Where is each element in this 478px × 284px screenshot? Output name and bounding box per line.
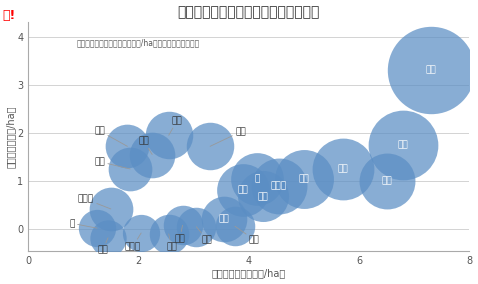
Text: 千代田: 千代田 xyxy=(125,233,141,251)
Text: 世田谷: 世田谷 xyxy=(78,195,111,209)
Point xyxy=(239,187,247,192)
X-axis label: 建物倒壊危険度（棟/ha）: 建物倒壊危険度（棟/ha） xyxy=(212,268,286,278)
Point xyxy=(259,194,266,199)
Point xyxy=(300,176,308,181)
Text: 中野: 中野 xyxy=(169,116,183,135)
Y-axis label: 火災危険度（棟/ha）: 火災危険度（棟/ha） xyxy=(6,105,16,168)
Point xyxy=(104,235,112,240)
Text: 渋谷: 渋谷 xyxy=(97,238,108,255)
Point xyxy=(275,183,283,188)
Text: 杉並: 杉並 xyxy=(139,137,152,154)
Text: 江東: 江東 xyxy=(257,192,268,201)
Text: 板橋: 板橋 xyxy=(196,227,213,245)
Point xyxy=(148,152,156,157)
Point xyxy=(399,143,407,147)
Point xyxy=(123,144,131,149)
Point xyxy=(179,223,186,227)
Point xyxy=(253,176,261,181)
Text: 港: 港 xyxy=(69,219,97,228)
Point xyxy=(93,226,101,230)
Text: 目黒: 目黒 xyxy=(94,126,127,146)
Point xyxy=(427,68,435,72)
Text: 葛飾: 葛飾 xyxy=(337,164,348,174)
Point xyxy=(193,224,200,229)
Text: 荒川: 荒川 xyxy=(425,66,436,75)
Point xyxy=(126,167,134,171)
Text: マ!: マ! xyxy=(2,9,16,22)
Text: 練馬: 練馬 xyxy=(94,157,130,169)
Text: 足立: 足立 xyxy=(298,174,309,183)
Point xyxy=(231,224,239,229)
Text: 新宿: 新宿 xyxy=(166,234,177,251)
Point xyxy=(339,167,347,171)
Point xyxy=(383,179,391,183)
Text: 北: 北 xyxy=(254,174,260,183)
Text: 中央: 中央 xyxy=(235,226,260,244)
Text: 台東: 台東 xyxy=(381,176,392,185)
Text: 江戸川: 江戸川 xyxy=(271,181,287,190)
Point xyxy=(206,144,214,149)
Text: 円の大きさは「総合危険度（棟/ha）」の大きさを示す。: 円の大きさは「総合危険度（棟/ha）」の大きさを示す。 xyxy=(76,38,200,47)
Point xyxy=(107,207,115,211)
Point xyxy=(165,232,173,236)
Point xyxy=(220,216,228,221)
Title: 地域危険度の分布（区ごとの平均値）: 地域危険度の分布（区ごとの平均値） xyxy=(177,6,320,20)
Text: 大田: 大田 xyxy=(238,185,249,194)
Point xyxy=(137,231,145,235)
Point xyxy=(165,133,173,137)
Text: 品川: 品川 xyxy=(210,128,246,146)
Text: 豊島: 豊島 xyxy=(218,214,229,223)
Text: 文京: 文京 xyxy=(174,225,185,243)
Text: 墨田: 墨田 xyxy=(398,140,409,149)
